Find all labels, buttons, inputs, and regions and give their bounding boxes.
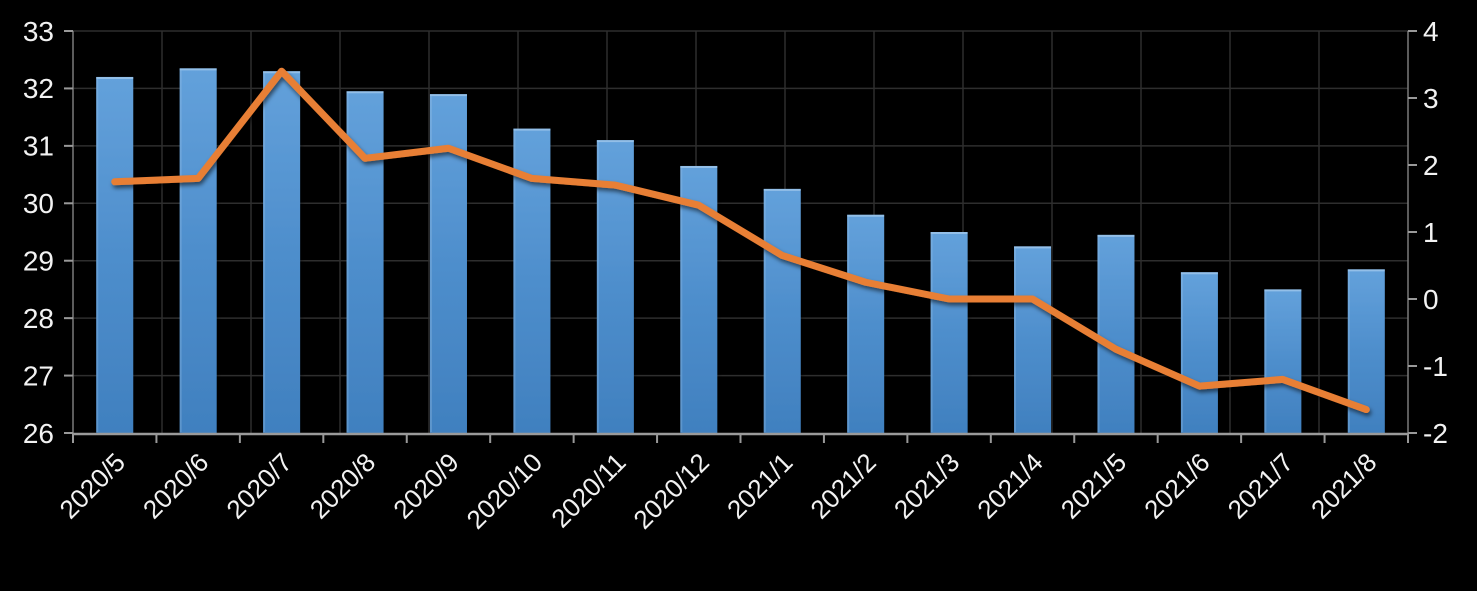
left-axis-label: 33: [23, 16, 54, 47]
line-path: [111, 67, 1370, 414]
bar: [1180, 272, 1218, 433]
x-axis-label: 2020/11: [545, 447, 631, 533]
right-axis-label: 2: [1423, 150, 1439, 181]
x-axis-label: 2021/7: [1222, 447, 1299, 524]
bar: [96, 76, 134, 433]
x-axis-label: 2020/9: [387, 447, 464, 524]
x-axis-label: 2021/5: [1055, 447, 1132, 524]
right-axis-label: -1: [1423, 351, 1448, 382]
x-axis-label: 2021/4: [971, 447, 1048, 524]
x-axis-label: 2021/3: [888, 447, 965, 524]
left-axis-label: 32: [23, 73, 54, 104]
x-axis-label: 2021/2: [804, 447, 881, 524]
right-axis-label: 3: [1423, 83, 1439, 114]
bar: [1014, 246, 1052, 433]
left-axis-label: 29: [23, 246, 54, 277]
bar: [763, 188, 801, 433]
line-series: [111, 67, 1370, 414]
left-axis-label: 30: [23, 188, 54, 219]
left-axis-label: 27: [23, 360, 54, 391]
bar: [1264, 289, 1302, 433]
axes: [64, 30, 1417, 443]
x-axis-label: 2021/1: [721, 447, 798, 524]
left-axis-label: 26: [23, 418, 54, 449]
x-axis-label: 2020/8: [304, 447, 381, 524]
x-axis-label: 2020/10: [460, 447, 548, 535]
right-axis-label: -2: [1423, 418, 1448, 449]
right-axis-label: 1: [1423, 217, 1439, 248]
x-axis-label: 2020/5: [54, 447, 131, 524]
x-axis-label: 2020/6: [137, 447, 214, 524]
x-axis-label: 2020/7: [220, 447, 297, 524]
bar: [179, 68, 217, 433]
bar: [263, 71, 301, 433]
left-axis-label: 31: [23, 131, 54, 162]
bar: [930, 232, 968, 433]
bar: [847, 214, 885, 433]
bar: [1097, 234, 1135, 433]
x-axis-label: 2021/6: [1138, 447, 1215, 524]
bar-series: [96, 68, 1385, 434]
right-axis-label: 0: [1423, 284, 1439, 315]
x-axis-label: 2021/8: [1305, 447, 1382, 524]
left-axis-label: 28: [23, 303, 54, 334]
right-axis-label: 4: [1423, 16, 1439, 47]
x-axis-label: 2020/12: [627, 447, 715, 535]
